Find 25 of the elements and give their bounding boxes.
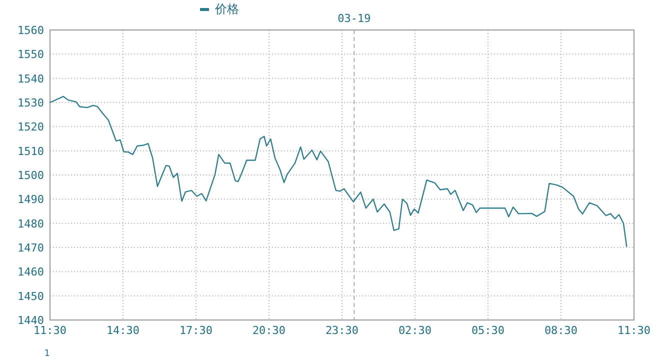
y-tick-label: 1510 — [18, 144, 44, 158]
y-tick-label: 1500 — [18, 169, 44, 182]
x-tick-label: 14:30 — [106, 324, 140, 337]
x-tick-label: 11:30 — [33, 324, 67, 337]
x-tick-label: 05:30 — [471, 324, 505, 337]
legend-label: 价格 — [214, 2, 239, 16]
y-tick-label: 1480 — [18, 217, 44, 230]
y-tick-label: 1550 — [18, 48, 44, 62]
x-tick-label: 11:30 — [617, 324, 651, 337]
y-tick-label: 1530 — [18, 96, 44, 110]
x-tick-label: 17:30 — [179, 324, 213, 337]
y-tick-label: 1460 — [18, 266, 44, 279]
text: 1 — [44, 349, 50, 359]
x-tick-label: 23:30 — [325, 324, 359, 337]
y-tick-label: 1560 — [18, 24, 44, 37]
y-tick-label: 1470 — [18, 242, 44, 254]
x-tick-label: 02:30 — [398, 324, 432, 337]
y-tick-label: 1440 — [18, 314, 44, 327]
y-tick-label: 1450 — [18, 290, 44, 303]
ref-line-label: 03-19 — [338, 12, 371, 25]
y-tick-label: 1490 — [18, 193, 44, 206]
x-tick-label: 08:30 — [544, 324, 578, 337]
y-tick-label: 1520 — [18, 120, 44, 134]
x-tick-label: 20:30 — [252, 324, 286, 337]
y-tick-label: 1540 — [18, 72, 44, 86]
